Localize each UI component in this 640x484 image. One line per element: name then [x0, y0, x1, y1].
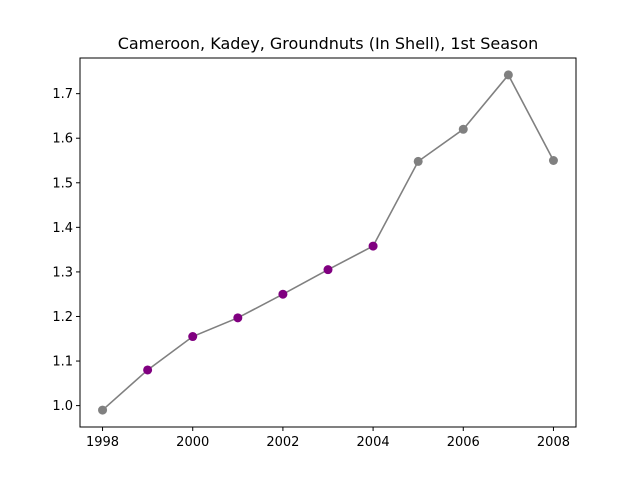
data-point	[368, 241, 378, 251]
data-point	[458, 124, 468, 134]
data-point	[278, 289, 288, 299]
x-axis: 1998 2000 2002 2004 2006 2008	[86, 427, 570, 450]
data-point	[188, 332, 198, 342]
x-tick-label: 2008	[537, 435, 570, 450]
data-point	[233, 313, 243, 323]
y-tick-label: 1.4	[52, 221, 73, 236]
y-tick-label: 1.0	[52, 399, 73, 414]
x-tick-label: 2000	[176, 435, 209, 450]
data-point	[143, 365, 153, 375]
data-point	[548, 156, 558, 165]
data-point	[323, 265, 333, 275]
data-point	[413, 156, 423, 166]
x-tick-label: 1998	[86, 435, 119, 450]
x-tick-label: 2002	[266, 435, 299, 450]
series-line	[102, 73, 555, 411]
x-tick-label: 2004	[357, 435, 390, 450]
data-point	[503, 70, 513, 80]
data-point	[98, 405, 108, 415]
y-tick-label: 1.3	[52, 265, 73, 280]
x-tick-label: 2006	[447, 435, 480, 450]
y-tick-label: 1.6	[52, 132, 73, 147]
series-layer	[98, 70, 558, 415]
chart-title: Cameroon, Kadey, Groundnuts (In Shell), …	[118, 34, 539, 53]
y-tick-label: 1.1	[52, 355, 73, 370]
y-tick-label: 1.5	[52, 176, 73, 191]
y-tick-label: 1.7	[52, 87, 73, 102]
y-axis: 1.0 1.1 1.2 1.3 1.4 1.5 1.6 1.7	[52, 87, 80, 414]
y-tick-label: 1.2	[52, 310, 73, 325]
plot-frame	[79, 57, 577, 428]
